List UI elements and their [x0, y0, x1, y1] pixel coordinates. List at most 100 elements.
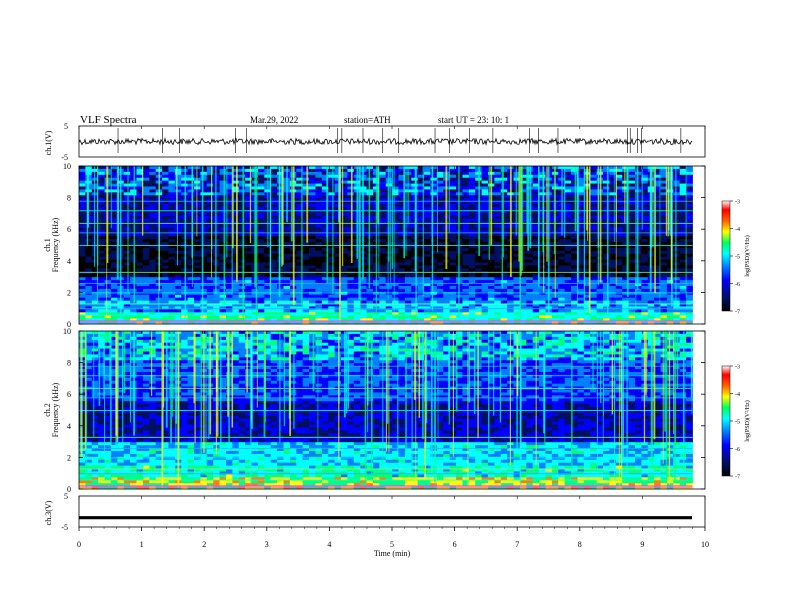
spectrogram-cell — [136, 280, 144, 284]
spectrogram-cell — [206, 285, 214, 290]
spectrogram-cell — [225, 247, 233, 252]
spectrogram-cell — [526, 303, 534, 307]
spectrogram-cell — [98, 192, 105, 196]
spectrogram-cell — [200, 250, 208, 255]
spectrogram-cell — [270, 291, 278, 296]
spectrogram-cell — [513, 168, 521, 173]
spectrogram-cell — [583, 288, 591, 293]
spectrogram-cell — [411, 253, 419, 258]
spectrogram-cell — [392, 280, 399, 284]
spectrogram-cell — [98, 227, 105, 231]
spectrogram-cell — [628, 250, 636, 255]
spectrogram-cell — [238, 306, 246, 310]
spectrogram-cell — [270, 247, 278, 252]
spectrogram-cell — [622, 206, 629, 211]
spectrogram-cell — [238, 183, 246, 187]
spectrogram-cell — [168, 236, 176, 240]
spectrogram-cell — [328, 195, 336, 199]
spectrogram-cell — [577, 233, 585, 237]
spectrogram-cell — [309, 253, 316, 258]
spectrogram-cell — [660, 242, 668, 246]
spectrogram-cell — [302, 189, 310, 193]
spectrogram-cell — [136, 192, 144, 196]
spectrogram-cell — [334, 274, 342, 278]
spectrogram-cell — [238, 309, 246, 313]
spectrogram-cell — [328, 294, 336, 299]
spectrogram-cell — [462, 280, 470, 284]
spectrogram-cell — [449, 195, 457, 199]
spectrogram-cell — [91, 271, 99, 275]
spectrogram-cell — [187, 250, 195, 255]
spectrogram-cell — [238, 230, 246, 234]
spectrogram-cell — [411, 218, 419, 222]
spectrogram-cell — [513, 233, 521, 237]
spectrogram-cell — [430, 303, 438, 307]
spectrogram-cell — [341, 236, 348, 240]
spectrogram-cell — [430, 209, 438, 214]
spectrogram-cell — [430, 288, 438, 293]
spectrogram-cell — [187, 233, 195, 237]
spectrogram-cell — [85, 265, 93, 269]
spectrogram-cell — [142, 250, 150, 255]
spectrogram-cell — [334, 271, 342, 275]
spectrogram-cell — [187, 209, 195, 214]
spectrogram-cell — [500, 291, 508, 296]
spectrogram-cell — [328, 198, 336, 202]
spectrogram-cell — [411, 283, 419, 287]
spectrogram-cell — [315, 224, 323, 228]
spectrogram-cell — [628, 183, 636, 187]
spectrogram-cell — [392, 277, 399, 281]
spectrogram-cell — [519, 306, 527, 310]
spectrogram-cell — [277, 297, 284, 301]
spectrogram-cell — [519, 201, 527, 205]
spectrogram-cell — [436, 186, 444, 190]
spectrogram-cell — [660, 300, 668, 304]
spectrogram-cell — [404, 247, 412, 252]
spectrogram-cell — [85, 303, 93, 307]
spectrogram-cell — [641, 294, 649, 299]
spectrogram-cell — [347, 268, 355, 272]
spectrogram-cell — [628, 268, 636, 272]
spectrogram-cell — [104, 268, 112, 272]
spectrogram-cell — [436, 224, 444, 228]
spectrogram-cell — [564, 274, 572, 278]
spectrogram-cell — [257, 174, 265, 179]
spectrogram-cell — [321, 294, 329, 299]
spectrogram-cell — [341, 259, 348, 263]
spectrogram-cell — [277, 259, 284, 263]
spectrogram-cell — [564, 306, 572, 310]
spectrogram-cell — [213, 262, 220, 266]
spectrogram-cell — [539, 280, 546, 284]
spectrogram-cell — [654, 224, 661, 228]
spectrogram-cell — [564, 303, 572, 307]
spectrogram-cell — [142, 315, 150, 319]
spectrogram-cell — [532, 209, 540, 214]
spectrogram-cell — [206, 168, 214, 173]
spectrogram-cell — [219, 288, 227, 293]
spectrogram-cell — [603, 242, 610, 246]
spectrogram-cell — [149, 291, 157, 296]
spectrogram-cell — [302, 177, 310, 182]
spectrogram-cell — [270, 274, 278, 278]
spectrogram-cell — [430, 171, 438, 176]
spectrogram-cell — [411, 306, 419, 310]
spectrogram-cell — [398, 283, 406, 287]
spectrogram-cell — [142, 239, 150, 243]
spectrogram-cell — [245, 280, 252, 284]
spectrogram-cell — [519, 303, 527, 307]
spectrogram-cell — [187, 277, 195, 281]
spectrogram-cell — [366, 291, 374, 296]
spectrogram-cell — [219, 198, 227, 202]
spectrogram-cell — [347, 291, 355, 296]
spectrogram-cell — [110, 309, 118, 313]
spectrogram-cell — [462, 227, 470, 231]
spectrogram-cell — [590, 230, 598, 234]
spectrogram-cell — [622, 271, 629, 275]
spectrogram-cell — [200, 233, 208, 237]
spectrogram-cell — [654, 256, 661, 261]
spectrogram-cell — [174, 268, 182, 272]
spectrogram-cell — [551, 297, 559, 301]
spectrogram-cell — [302, 166, 310, 170]
spectrogram-cell — [130, 209, 137, 214]
spectrogram-cell — [660, 174, 668, 179]
